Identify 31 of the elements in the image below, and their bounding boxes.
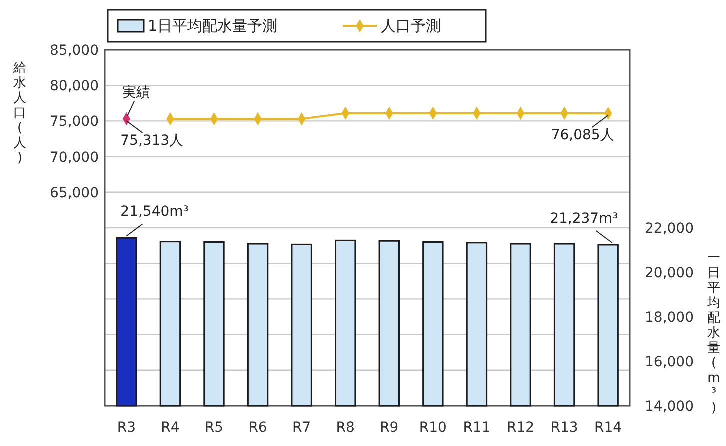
legend-label: 1日平均配水量予測 (148, 17, 278, 35)
y2-tick-label: 14,000 (645, 399, 694, 415)
x-tick-label: R4 (161, 420, 180, 436)
x-tick-label: R5 (204, 420, 224, 436)
y-axis-title: 給水人口(人) (12, 61, 26, 166)
y2-tick-label: 18,000 (645, 310, 694, 326)
y-tick-label: 80,000 (50, 78, 99, 95)
data-label: 76,085人 (551, 127, 614, 144)
y2-tick-label: 22,000 (645, 221, 694, 237)
y-tick-label: 65,000 (50, 185, 99, 202)
data-label: 75,313人 (120, 132, 184, 149)
y-tick-label: 75,000 (50, 114, 99, 130)
x-tick-label: R12 (506, 420, 535, 436)
legend-label: 人口予測 (381, 17, 441, 35)
x-tick-label: R6 (248, 420, 268, 436)
data-label: 21,540m³ (120, 204, 189, 220)
x-tick-label: R7 (292, 420, 312, 436)
data-label: 21,237m³ (550, 210, 618, 227)
y-tick-label: 85,000 (50, 43, 99, 59)
x-tick-label: R3 (117, 420, 136, 436)
x-tick-label: R9 (380, 420, 399, 436)
x-tick-label: R14 (594, 420, 622, 436)
y2-tick-label: 16,000 (645, 354, 694, 370)
x-tick-label: R13 (550, 420, 578, 436)
text: 一日平均配水量(m³) (708, 251, 720, 416)
x-tick-label: R10 (419, 420, 447, 436)
x-tick-label: R8 (336, 420, 355, 436)
y2-tick-label: 20,000 (645, 266, 694, 282)
y-tick-label: 70,000 (50, 150, 99, 166)
x-tick-label: R11 (463, 420, 491, 436)
annotation: 実績 (122, 84, 151, 101)
